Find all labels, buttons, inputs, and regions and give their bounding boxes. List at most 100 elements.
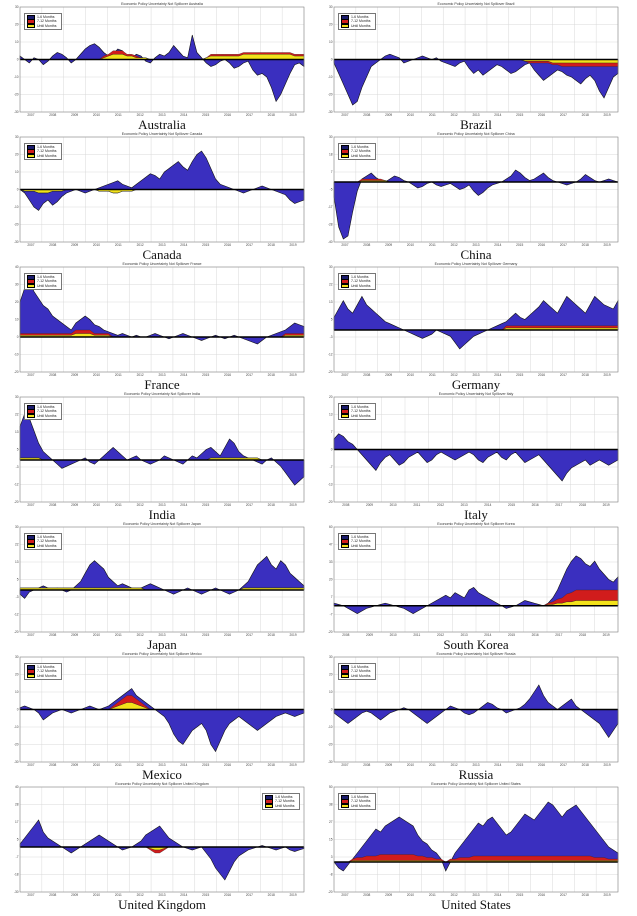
x-tick-label: 2007 <box>341 763 348 767</box>
x-tick-label: 2007 <box>27 113 34 117</box>
x-tick-label: 2017 <box>246 893 253 897</box>
x-tick-label: 2010 <box>407 373 414 377</box>
panel-title: Economic Policy Uncertainty Not Spillove… <box>438 392 514 396</box>
legend: 1-6 Months 7-12 Months Until Months <box>338 793 376 810</box>
legend-label: 1-6 Months <box>37 665 55 670</box>
x-tick-label: 2012 <box>137 763 144 767</box>
chart-panel-mexico: 30 20 10 0 -10 -20 -30 2007 2008 2009 2010 2011 2012… <box>12 652 312 783</box>
x-tick-label: 2009 <box>385 763 392 767</box>
legend-label: Until Months <box>351 674 371 679</box>
y-tick-label: 30 <box>15 5 19 9</box>
x-tick-label: 2008 <box>363 113 370 117</box>
legend: 1-6 Months 7-12 Months Until Months <box>338 143 376 160</box>
legend-label: 7-12 Months <box>37 149 57 154</box>
legend-entry: 7-12 Months <box>27 539 56 544</box>
x-tick-label: 2017 <box>560 893 567 897</box>
x-tick-label: 2015 <box>202 893 209 897</box>
y-tick-label: 13 <box>15 430 19 434</box>
x-tick-label: 2019 <box>604 893 611 897</box>
y-tick-label: -17 <box>328 205 333 209</box>
panel-title: Economic Policy Uncertainty Not Spillove… <box>121 2 203 6</box>
x-tick-label: 2010 <box>407 763 414 767</box>
x-tick-label: 2011 <box>429 113 436 117</box>
y-tick-label: 10 <box>15 690 19 694</box>
y-tick-label: 33 <box>329 560 333 564</box>
legend-entry: 1-6 Months <box>341 275 369 280</box>
y-tick-label: -10 <box>14 205 19 209</box>
x-tick-label: 2013 <box>158 893 165 897</box>
legend-entry: 1-6 Months <box>341 665 369 670</box>
x-tick-label: 2013 <box>472 373 479 377</box>
legend-entry: Until Months <box>341 673 371 679</box>
y-tick-label: 20 <box>15 23 19 27</box>
x-tick-label: 2007 <box>341 243 348 247</box>
legend-swatch <box>265 799 273 804</box>
legend-label: Until Months <box>37 284 57 289</box>
x-tick-label: 2017 <box>555 503 562 507</box>
legend-label: 7-12 Months <box>275 799 295 804</box>
x-tick-label: 2008 <box>49 373 56 377</box>
chart-panel-united-states: 50 38 27 15 3 -8 -20 2007 2008 2009 2010 2011 2012 20… <box>326 782 626 913</box>
x-tick-label: 2016 <box>224 503 231 507</box>
country-label: United States <box>441 897 511 912</box>
x-tick-label: 2017 <box>560 373 567 377</box>
legend-entry: 7-12 Months <box>341 19 370 24</box>
x-tick-label: 2014 <box>180 373 187 377</box>
y-tick-label: 20 <box>329 673 333 677</box>
x-tick-label: 2017 <box>555 633 562 637</box>
country-label: China <box>460 247 492 262</box>
legend-swatch <box>341 795 349 800</box>
x-tick-label: 2009 <box>71 113 78 117</box>
x-tick-label: 2017 <box>246 503 253 507</box>
x-tick-label: 2012 <box>437 503 444 507</box>
legend-label: 7-12 Months <box>351 279 371 284</box>
y-tick-label: -20 <box>14 630 19 634</box>
x-tick-label: 2008 <box>363 243 370 247</box>
legend-entry: 7-12 Months <box>341 539 371 544</box>
y-tick-label: 5 <box>17 448 19 452</box>
x-tick-label: 2007 <box>27 763 34 767</box>
panel-title: Economic Policy Uncertainty Not Spillove… <box>121 132 203 136</box>
x-tick-label: 2018 <box>268 763 275 767</box>
legend-swatch <box>27 539 35 544</box>
legend-entry: 7-12 Months <box>27 669 56 674</box>
chart-panel-russia: 30 20 10 0 -10 -20 -30 2007 2008 2009 2010 2011 2012… <box>326 652 626 783</box>
x-tick-label: 2015 <box>202 113 209 117</box>
x-tick-label: 2011 <box>115 893 122 897</box>
x-tick-label: 2019 <box>603 503 610 507</box>
chart-panel-india: 30 22 13 5 -3 -12 -20 2007 2008 2009 2010 2011 2012 2… <box>12 392 312 523</box>
x-tick-label: 2017 <box>560 243 567 247</box>
legend-entry: 1-6 Months <box>27 15 55 20</box>
x-tick-label: 2014 <box>494 893 501 897</box>
x-tick-label: 2019 <box>603 633 610 637</box>
x-tick-label: 2017 <box>246 113 253 117</box>
x-tick-label: 2011 <box>115 503 122 507</box>
y-tick-label: 22 <box>15 413 19 417</box>
x-tick-label: 2008 <box>49 503 56 507</box>
chart-panel-united-kingdom: 40 28 17 5 -7 -18 -30 2007 2008 2009 2010 2011 2012 2… <box>12 782 312 913</box>
x-tick-label: 2011 <box>429 893 436 897</box>
plot-frame <box>19 136 305 243</box>
x-tick-label: 2009 <box>385 373 392 377</box>
x-tick-label: 2007 <box>27 633 34 637</box>
legend-label: 7-12 Months <box>351 539 371 544</box>
legend-label: 7-12 Months <box>37 409 57 414</box>
y-tick-label: 18 <box>329 153 333 157</box>
legend-label: Until Months <box>351 24 371 29</box>
legend-swatch <box>341 413 349 419</box>
series-area-1-6-months <box>333 53 619 106</box>
x-tick-label: 2018 <box>579 503 586 507</box>
y-tick-label: -30 <box>328 760 333 764</box>
x-tick-label: 2007 <box>27 503 34 507</box>
chart-panel-germany: 30 22 13 5 -3 -12 -20 2007 2008 2009 2010 2011 2012 2… <box>326 262 626 393</box>
x-tick-label: 2016 <box>538 113 545 117</box>
x-tick-label: 2010 <box>407 893 414 897</box>
legend: 1-6 Months 7-12 Months Until Months <box>24 273 62 290</box>
x-tick-label: 2014 <box>484 503 491 507</box>
x-tick-label: 2015 <box>202 763 209 767</box>
x-tick-label: 2016 <box>532 503 539 507</box>
x-tick-label: 2016 <box>224 243 231 247</box>
x-tick-label: 2016 <box>532 633 539 637</box>
y-tick-label: -30 <box>14 110 19 114</box>
